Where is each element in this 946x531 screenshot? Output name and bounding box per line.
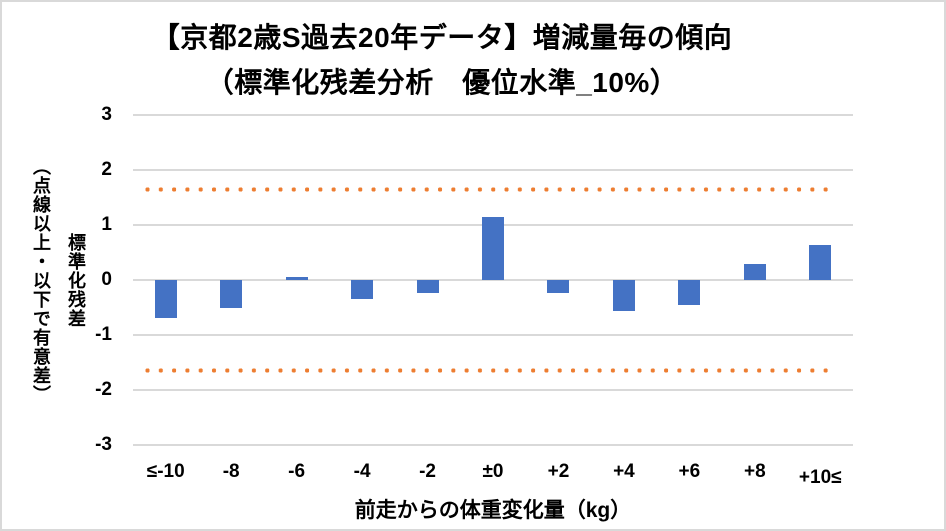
gridline xyxy=(133,169,853,171)
x-tick-label: -4 xyxy=(353,461,371,482)
y-tick-label: 3 xyxy=(101,104,112,125)
chart-title-line1: 【京都2歳S過去20年データ】増減量毎の傾向 xyxy=(151,22,733,53)
y-axis-title-note: （点線以上・以下で有意差） xyxy=(31,156,51,404)
x-tick-label: +8 xyxy=(743,461,766,482)
bar xyxy=(351,280,374,300)
y-tick-label: -1 xyxy=(95,324,112,345)
y-tick-label: 0 xyxy=(101,269,112,290)
x-tick-label: +10≤ xyxy=(798,467,842,488)
y-tick-label: 1 xyxy=(101,214,112,235)
gridline xyxy=(133,334,853,336)
bar xyxy=(482,216,504,280)
bar xyxy=(809,244,832,280)
x-tick-label: +2 xyxy=(547,461,570,482)
gridline xyxy=(133,444,853,446)
y-tick-label: -2 xyxy=(95,379,112,400)
gridline xyxy=(133,389,853,391)
bar xyxy=(612,280,635,312)
x-tick-label: +4 xyxy=(613,461,635,482)
bar xyxy=(678,280,701,305)
gridline xyxy=(133,114,853,116)
gridline xyxy=(133,279,853,281)
bar xyxy=(416,280,439,294)
x-tick-label: -2 xyxy=(419,461,436,482)
x-tick-label: -8 xyxy=(222,461,240,482)
chart-title-line2: （標準化残差分析 優位水準_10%） xyxy=(205,66,679,98)
bar xyxy=(154,280,177,318)
y-tick-label: -3 xyxy=(95,434,112,455)
y-axis-title: （点線以上・以下で有意差） 標準化残差 xyxy=(28,115,89,445)
x-tick-label: ±0 xyxy=(482,461,504,482)
bar xyxy=(285,276,308,280)
bar xyxy=(743,264,766,280)
x-axis-title: 前走からの体重変化量（kg） xyxy=(354,499,632,522)
bar xyxy=(220,280,243,309)
y-axis-title-main: 標準化残差 xyxy=(66,232,86,328)
significance-line-lower xyxy=(145,368,833,374)
x-tick-label: ≤-10 xyxy=(146,461,185,482)
x-tick-label: +6 xyxy=(678,461,701,482)
y-tick-label: 2 xyxy=(101,159,112,180)
significance-line-upper xyxy=(145,186,833,192)
bar xyxy=(547,280,570,294)
chart-title: 【京都2歳S過去20年データ】増減量毎の傾向 （標準化残差分析 優位水準_10%… xyxy=(2,16,882,106)
x-tick-label: -6 xyxy=(288,461,306,482)
